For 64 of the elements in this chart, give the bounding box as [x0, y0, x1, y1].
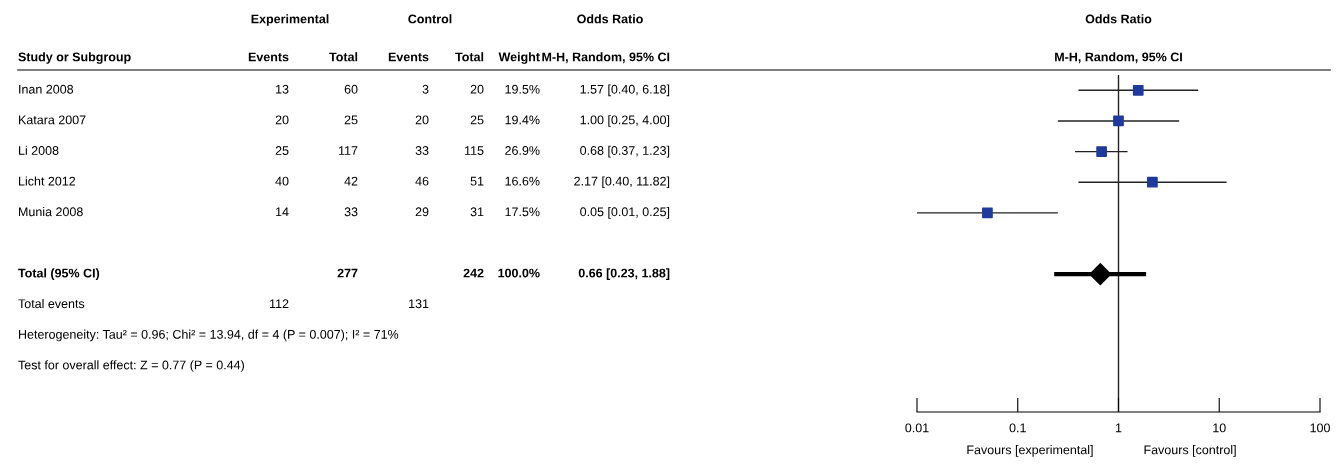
text: Total (95% CI)	[18, 268, 100, 280]
text: Katara 2007	[19, 115, 86, 125]
text: 51	[470, 176, 484, 186]
text: Munia 2008	[19, 207, 83, 217]
x-tick-label: 0.01	[905, 423, 929, 433]
text: 131	[409, 299, 429, 309]
text: 40	[275, 176, 289, 186]
x-tick-label: 1	[1115, 423, 1122, 433]
text: Favours [experimental]	[967, 445, 1093, 457]
text: 25	[275, 146, 289, 155]
category-label: Events	[248, 52, 289, 62]
text: 0.05 [0.01, 0.25]	[580, 207, 670, 219]
text: 115	[465, 146, 484, 155]
text: 0.68 [0.37, 1.23]	[580, 145, 670, 158]
text: 25	[470, 115, 484, 125]
text: 19.5%	[505, 84, 540, 94]
category-label: Events	[388, 52, 429, 62]
category-label: Total	[329, 52, 358, 62]
text: 60	[344, 84, 358, 94]
text: 31	[470, 207, 484, 217]
text: 13	[276, 84, 289, 94]
text: 25	[344, 115, 358, 125]
text: Inan 2008	[19, 84, 74, 94]
text: 42	[344, 176, 358, 186]
text: Favours [control]	[1144, 445, 1236, 457]
text: 0.66 [0.23, 1.88]	[578, 268, 670, 280]
text: 29	[415, 207, 429, 217]
text: Heterogeneity: Tau² = 0.96; Chi² = 13.94, df = 4 (P = 0.007); I² = 71%	[19, 329, 399, 342]
text: 1.00 [0.25, 4.00]	[580, 115, 670, 127]
category-label: Study or Subgroup	[18, 52, 131, 64]
text: Test for overall effect: Z = 0.77 (P = 0.44)	[18, 360, 244, 372]
text: 20	[470, 84, 484, 94]
text: 242	[463, 268, 484, 278]
category-label: Weight	[498, 52, 540, 64]
text: Odds Ratio	[577, 14, 643, 24]
text: 46	[415, 176, 429, 186]
text: 14	[276, 207, 289, 217]
text: 117	[339, 146, 358, 155]
text: 16.6%	[505, 176, 540, 186]
text: 26.9%	[505, 146, 540, 155]
text: Experimental	[251, 14, 329, 26]
text: 17.5%	[505, 207, 540, 217]
text: Total events	[18, 298, 85, 309]
text: 100.0%	[498, 268, 540, 278]
x-tick-label: 100	[1310, 423, 1330, 433]
text: 2.17 [0.40, 11.82]	[574, 176, 670, 189]
text: Control	[408, 14, 452, 24]
text: 20	[415, 115, 429, 125]
text: Li 2008	[19, 145, 59, 155]
chart-subtitle: M-H, Random, 95% CI	[1055, 52, 1182, 64]
category-label: Total	[455, 52, 484, 62]
text: 112	[270, 299, 289, 309]
chart-title: Odds Ratio	[1085, 14, 1152, 24]
text: Licht 2012	[19, 176, 76, 186]
text: 277	[337, 268, 358, 278]
text: 19.4%	[505, 115, 540, 125]
text: 33	[344, 207, 358, 217]
text: 3	[422, 84, 429, 94]
x-tick-label: 0.1	[1009, 423, 1026, 433]
text: 1.57 [0.40, 6.18]	[580, 84, 670, 97]
text: 20	[275, 115, 289, 125]
x-tick-label: 10	[1213, 423, 1226, 433]
category-label: M-H, Random, 95% CI	[542, 52, 670, 64]
text: 33	[415, 146, 429, 155]
